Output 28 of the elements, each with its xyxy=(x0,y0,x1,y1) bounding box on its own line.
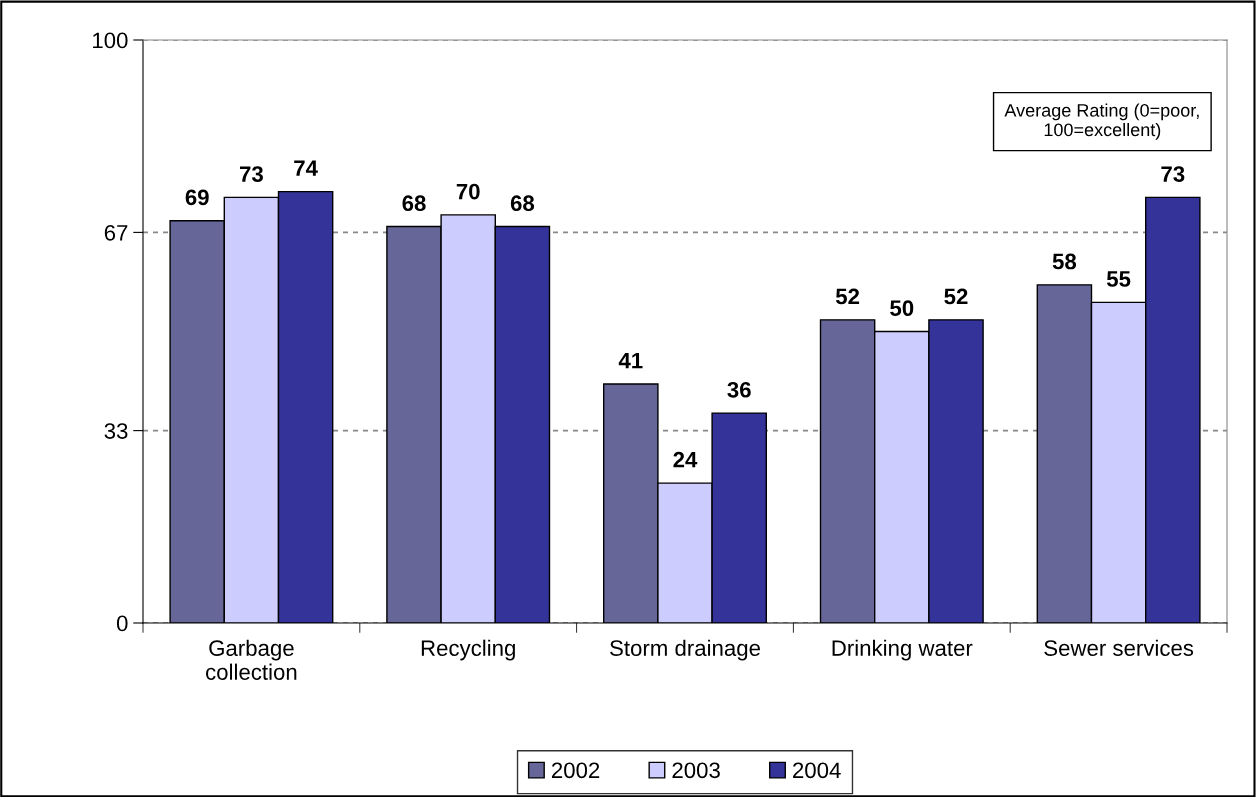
data-label: 70 xyxy=(456,183,480,200)
data-label: 73 xyxy=(1161,166,1185,182)
data-label: 73 xyxy=(240,166,263,182)
data-label: 68 xyxy=(402,195,426,212)
legend-label: 2003 xyxy=(672,762,720,779)
y-tick-label: 0 xyxy=(116,615,128,632)
data-label: 41 xyxy=(618,352,643,369)
data-label: 50 xyxy=(890,300,914,316)
data-label: 55 xyxy=(1106,271,1131,287)
x-tick-label: Storm drainage xyxy=(610,639,760,661)
legend-label: 2002 xyxy=(551,762,600,779)
data-label: 36 xyxy=(727,381,751,398)
data-label: 58 xyxy=(1052,253,1077,270)
y-tick-label: 33 xyxy=(104,423,128,439)
data-label: 52 xyxy=(835,288,860,305)
data-label: 24 xyxy=(673,451,698,468)
legend-label: 2004 xyxy=(793,762,841,779)
x-tick-label: Sewer services xyxy=(1044,639,1194,656)
x-tick-label: Garbage collection xyxy=(206,639,297,680)
data-label: 52 xyxy=(944,288,968,305)
data-label: 69 xyxy=(185,189,209,206)
y-tick-label: 100 xyxy=(93,32,128,49)
x-tick-label: Recycling xyxy=(421,639,515,661)
data-label: 74 xyxy=(294,160,318,176)
y-tick-label: 67 xyxy=(104,224,128,241)
annotation: Average Rating (0=poor, 100=excellent) xyxy=(1004,103,1199,140)
x-tick-label: Drinking water xyxy=(832,639,973,661)
data-label: 68 xyxy=(510,195,535,212)
